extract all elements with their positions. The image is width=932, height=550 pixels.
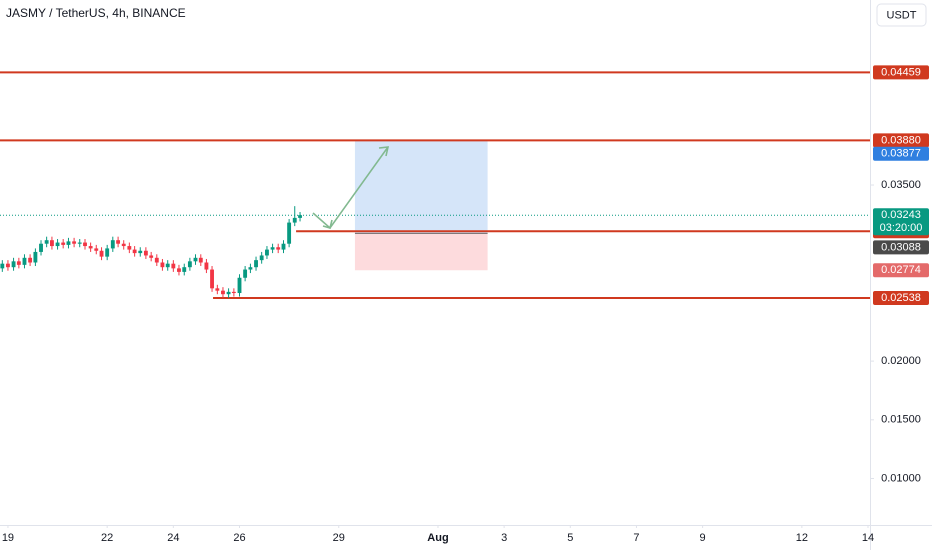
candle-body bbox=[94, 248, 99, 251]
arrow-pivot bbox=[322, 219, 333, 229]
candle-body bbox=[270, 247, 275, 250]
candle-body bbox=[116, 240, 121, 244]
price-tag-label: 0.03088 bbox=[881, 241, 921, 253]
target-zone bbox=[354, 140, 488, 234]
candle-body bbox=[66, 241, 71, 245]
candle-body bbox=[121, 243, 126, 247]
candle-body bbox=[16, 261, 21, 265]
y-tick-label: 0.03500 bbox=[881, 179, 921, 191]
x-tick-label: 5 bbox=[567, 532, 573, 544]
candle-body bbox=[193, 257, 198, 262]
candle-body bbox=[204, 262, 209, 270]
candle-body bbox=[28, 257, 33, 263]
candle-body bbox=[287, 222, 292, 244]
x-tick-label: 22 bbox=[101, 532, 113, 544]
candle-body bbox=[171, 263, 176, 269]
price-tag-label: 0.04459 bbox=[881, 66, 921, 78]
candle-body bbox=[198, 257, 203, 263]
price-tag-label: 0.03880 bbox=[881, 134, 921, 146]
price-tag bbox=[873, 263, 929, 278]
candle-body bbox=[243, 269, 248, 278]
candle-body bbox=[132, 249, 137, 254]
candle-body bbox=[0, 263, 5, 269]
candle-body bbox=[50, 240, 54, 247]
candle-body bbox=[149, 255, 154, 258]
x-tick-label: 29 bbox=[333, 532, 345, 544]
candle-body bbox=[292, 217, 297, 223]
candle-body bbox=[254, 260, 258, 268]
candle-body bbox=[110, 240, 115, 249]
stop-zone bbox=[354, 233, 488, 271]
candle-body bbox=[77, 242, 82, 244]
candle-body bbox=[61, 242, 66, 245]
x-tick-label: 9 bbox=[700, 532, 706, 544]
candle-body bbox=[72, 241, 77, 244]
price-tag-label: 0.03877 bbox=[881, 148, 921, 160]
candle-body bbox=[6, 263, 10, 268]
candle-body bbox=[265, 249, 269, 256]
candle-body bbox=[298, 215, 302, 218]
candle-body bbox=[231, 291, 236, 294]
candle-body bbox=[221, 290, 225, 295]
candle-body bbox=[127, 246, 132, 250]
candle-body bbox=[215, 288, 220, 291]
x-tick-label: 14 bbox=[862, 532, 874, 544]
candle-body bbox=[11, 261, 16, 268]
candle-body bbox=[237, 277, 242, 294]
candle-body bbox=[248, 267, 253, 270]
price-tag bbox=[873, 65, 929, 80]
price-tag bbox=[873, 208, 929, 236]
x-tick-label: 24 bbox=[167, 532, 179, 544]
price-tag-label: 0.03243 bbox=[881, 209, 921, 221]
x-tick-label: 26 bbox=[233, 532, 245, 544]
x-tick-label: 19 bbox=[2, 532, 14, 544]
candle-body bbox=[281, 243, 286, 250]
candle-body bbox=[210, 269, 214, 289]
candle-body bbox=[138, 250, 143, 254]
candle-body bbox=[160, 262, 165, 268]
x-tick-label: 7 bbox=[633, 532, 639, 544]
price-tag-label: 0.02774 bbox=[881, 264, 921, 276]
candle-body bbox=[55, 242, 60, 247]
candle-body bbox=[154, 257, 159, 263]
candle-body bbox=[105, 248, 110, 257]
candle-body bbox=[22, 257, 27, 265]
candle-body bbox=[44, 240, 49, 244]
candle-body bbox=[187, 261, 192, 268]
candle-body bbox=[88, 246, 93, 249]
currency-button[interactable] bbox=[876, 3, 927, 27]
y-tick-label: 0.01500 bbox=[881, 414, 921, 426]
price-tag bbox=[873, 146, 929, 161]
candle-body bbox=[182, 267, 187, 272]
countdown: 03:20:00 bbox=[880, 222, 923, 234]
y-tick-label: 0.01000 bbox=[881, 472, 921, 484]
candle-body bbox=[276, 247, 281, 250]
candle-body bbox=[83, 242, 87, 247]
chart-title: JASMY / TetherUS, 4h, BINANCE bbox=[6, 6, 186, 20]
y-tick-label: 0.02000 bbox=[881, 355, 921, 367]
candle-body bbox=[33, 251, 38, 263]
candle-body bbox=[39, 243, 43, 252]
candle-body bbox=[143, 250, 148, 256]
candle-body bbox=[259, 255, 264, 261]
x-tick-label: 3 bbox=[501, 532, 507, 544]
x-tick-label: 12 bbox=[796, 532, 808, 544]
price-tag bbox=[873, 133, 929, 148]
candle-body bbox=[99, 250, 104, 257]
price-tag bbox=[873, 290, 929, 305]
currency-label[interactable]: USDT bbox=[887, 9, 917, 21]
x-tick-label: Aug bbox=[427, 532, 448, 544]
candle-body bbox=[177, 268, 181, 272]
arrow-head bbox=[378, 146, 390, 157]
candle-body bbox=[165, 263, 170, 268]
price-tag-label: 0.02538 bbox=[881, 292, 921, 304]
candle-body bbox=[226, 291, 231, 295]
price-tag bbox=[873, 240, 929, 255]
